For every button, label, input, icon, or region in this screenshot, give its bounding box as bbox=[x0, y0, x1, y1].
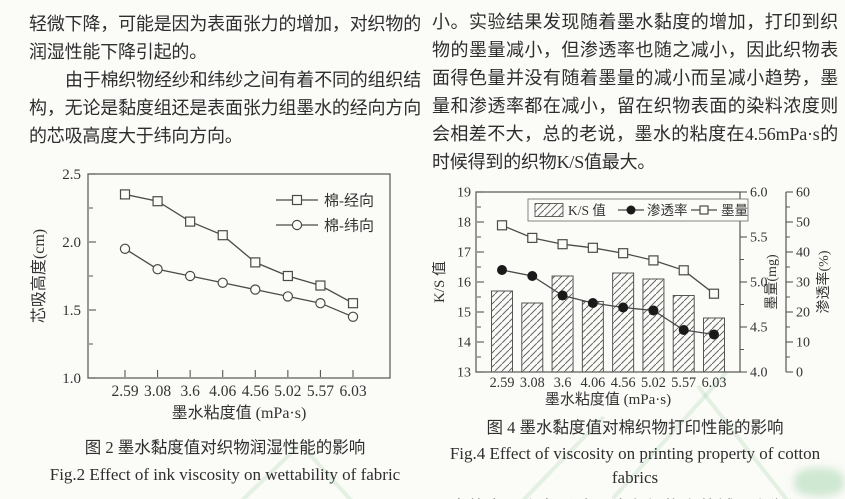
svg-text:16: 16 bbox=[457, 276, 471, 291]
svg-text:13: 13 bbox=[457, 366, 471, 381]
svg-text:1.0: 1.0 bbox=[62, 371, 81, 387]
svg-text:20: 20 bbox=[796, 306, 810, 321]
svg-text:5.02: 5.02 bbox=[641, 375, 666, 391]
svg-text:4.06: 4.06 bbox=[209, 383, 236, 400]
svg-text:棉-纬向: 棉-纬向 bbox=[324, 218, 374, 235]
svg-text:5.57: 5.57 bbox=[671, 375, 696, 391]
svg-text:4.56: 4.56 bbox=[611, 375, 636, 391]
svg-text:渗透率: 渗透率 bbox=[647, 202, 688, 218]
scan-smudge bbox=[794, 468, 844, 496]
svg-text:2.59: 2.59 bbox=[111, 383, 138, 400]
svg-text:4.56: 4.56 bbox=[242, 383, 269, 400]
svg-text:4.06: 4.06 bbox=[580, 375, 605, 391]
svg-text:19: 19 bbox=[457, 186, 471, 201]
svg-text:墨量(mg): 墨量(mg) bbox=[764, 254, 780, 310]
svg-text:3.6: 3.6 bbox=[180, 383, 200, 400]
svg-text:墨量: 墨量 bbox=[721, 203, 748, 218]
svg-text:墨水粘度值 (mPa·s): 墨水粘度值 (mPa·s) bbox=[172, 404, 307, 422]
svg-text:5.0: 5.0 bbox=[750, 276, 768, 291]
svg-text:K/S 值: K/S 值 bbox=[568, 203, 606, 218]
svg-text:17: 17 bbox=[457, 246, 471, 261]
fig2-caption-chinese: 图 2 墨水黏度值对织物润湿性能的影响 bbox=[84, 438, 366, 457]
svg-text:3.08: 3.08 bbox=[520, 375, 545, 391]
svg-text:5.57: 5.57 bbox=[307, 383, 334, 400]
fig2-caption-english: Fig.2 Effect of ink viscosity on wettabi… bbox=[49, 465, 401, 484]
svg-text:墨水粘度值 (mPa·s): 墨水粘度值 (mPa·s) bbox=[545, 391, 671, 408]
left-column: 轻微下降，可能是因为表面张力的增加，对织物的润湿性能下降引起的。 由于棉织物经纱… bbox=[29, 0, 421, 487]
svg-text:40: 40 bbox=[796, 246, 810, 261]
svg-text:K/S 值: K/S 值 bbox=[432, 261, 448, 303]
svg-text:3.6: 3.6 bbox=[554, 375, 572, 391]
svg-text:50: 50 bbox=[796, 216, 810, 231]
svg-text:4.0: 4.0 bbox=[750, 366, 768, 381]
svg-text:2.0: 2.0 bbox=[62, 235, 81, 251]
fig4-caption-chinese: 图 4 墨水黏度值对棉织物打印性能的影响 bbox=[486, 418, 784, 437]
right-column: 小。实验结果发现随着墨水黏度的增加，打印到织物的墨量减小，但渗透率也随之减小，因… bbox=[432, 0, 838, 499]
fig4-combo-chart-printing-property: 13 14 15 16 17 18 19 K/S 值 2.59 3.08 3.6 4.06 4.56 5.… bbox=[432, 186, 832, 409]
svg-text:15: 15 bbox=[457, 306, 471, 321]
fig4-caption-english: Fig.4 Effect of viscosity on printing pr… bbox=[449, 444, 821, 487]
svg-text:2.59: 2.59 bbox=[490, 375, 515, 391]
fig2-line-chart-wicking-height: 1.0 1.5 2.0 2.5 2.59 3.08 3.6 4.06 4.56 5.02 5.57 6… bbox=[30, 167, 391, 422]
svg-text:0: 0 bbox=[796, 366, 803, 381]
paragraph-surface-tension: 墨水的表面张力影响墨滴在织物上的铺展和润湿 bbox=[432, 494, 838, 499]
svg-text:30: 30 bbox=[796, 276, 810, 291]
svg-text:芯吸高度(cm): 芯吸高度(cm) bbox=[30, 229, 48, 323]
svg-text:5.5: 5.5 bbox=[750, 231, 768, 246]
svg-text:6.03: 6.03 bbox=[702, 375, 727, 391]
svg-text:棉-经向: 棉-经向 bbox=[324, 193, 374, 210]
svg-text:6.03: 6.03 bbox=[339, 383, 366, 400]
svg-text:3.08: 3.08 bbox=[144, 383, 171, 400]
svg-text:渗透率(%): 渗透率(%) bbox=[815, 250, 832, 313]
svg-text:5.02: 5.02 bbox=[274, 383, 301, 400]
svg-text:1.5: 1.5 bbox=[62, 303, 81, 319]
svg-text:2.5: 2.5 bbox=[62, 167, 81, 183]
paragraph-printing-result: 小。实验结果发现随着墨水黏度的增加，打印到织物的墨量减小，但渗透率也随之减小，因… bbox=[432, 12, 838, 172]
paragraph-wettability-2: 由于棉织物经纱和纬纱之间有着不同的组织结构，无论是黏度组还是表面张力组墨水的经向… bbox=[29, 70, 421, 146]
svg-text:18: 18 bbox=[457, 216, 471, 231]
svg-text:10: 10 bbox=[796, 336, 810, 351]
paragraph-wettability-1: 轻微下降，可能是因为表面张力的增加，对织物的润湿性能下降引起的。 bbox=[29, 14, 421, 62]
svg-text:6.0: 6.0 bbox=[750, 186, 768, 201]
svg-text:14: 14 bbox=[457, 336, 471, 351]
svg-text:60: 60 bbox=[796, 186, 810, 201]
svg-text:4.5: 4.5 bbox=[750, 321, 768, 336]
